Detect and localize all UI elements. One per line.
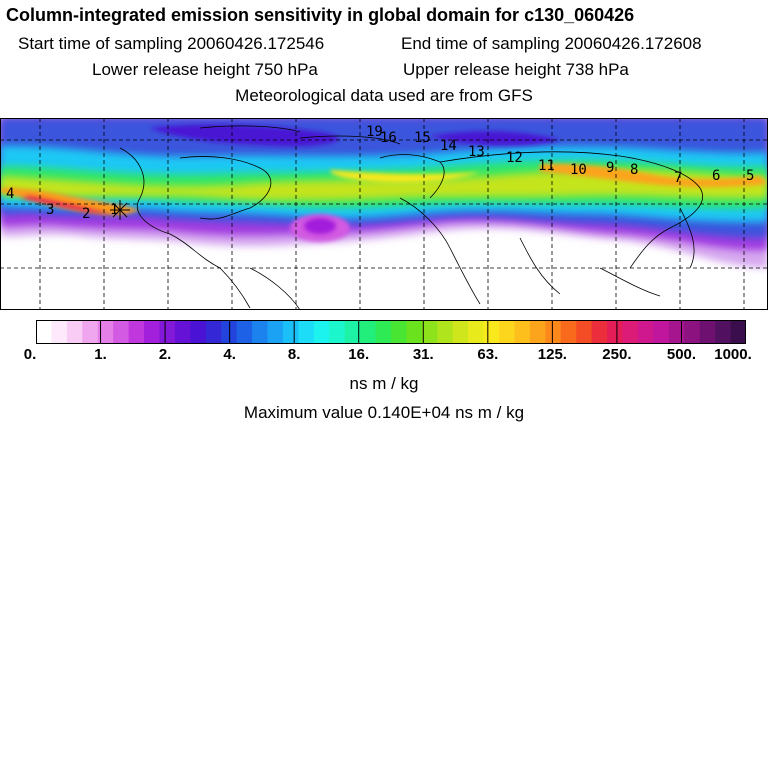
colorbar-swatch (545, 320, 562, 344)
release-lower: Lower release height 750 hPa (92, 60, 318, 79)
coastlines (119, 125, 703, 310)
colorbar-swatch (236, 320, 253, 344)
colorbar-tick-label: 0. (23, 346, 37, 363)
colorbar-tick-label: 63. (477, 346, 499, 363)
colorbar-swatch (699, 320, 716, 344)
release-point-marker (110, 200, 130, 220)
colorbar-swatch (144, 320, 160, 344)
trajectory-label: 8 (630, 162, 638, 178)
colorbar-swatch (452, 320, 469, 344)
sensitivity-map: 4 3 2 1 19 16 15 14 13 12 11 10 9 8 7 6 … (0, 118, 768, 310)
graticule (0, 118, 768, 310)
colorbar-swatch (607, 320, 624, 344)
colorbar-tick-label: 8. (287, 346, 301, 363)
colorbar-swatch (514, 320, 531, 344)
colorbar-swatch (437, 320, 454, 344)
colorbar-swatch (468, 320, 485, 344)
trajectory-label: 16 (380, 130, 397, 146)
colorbar-tick-label: 2. (158, 346, 172, 363)
colorbar-tick-label: 4. (223, 346, 236, 363)
sampling-end: End time of sampling 20060426.172608 (401, 34, 702, 53)
colorbar-tick-label: 16. (348, 346, 370, 363)
colorbar-swatch (622, 320, 639, 344)
colorbar-swatch (499, 320, 515, 344)
colorbar-swatch (591, 320, 608, 344)
colorbar-swatch (267, 320, 284, 344)
trajectory-label: 3 (46, 202, 54, 218)
colorbar-swatch (668, 320, 685, 344)
colorbar-swatch (730, 320, 746, 344)
colorbar-swatch (252, 320, 269, 344)
colorbar-swatch (298, 320, 315, 344)
trajectory-label: 14 (440, 138, 457, 154)
colorbar-swatch (715, 320, 732, 344)
trajectory-label: 13 (468, 144, 485, 160)
colorbar-swatch (375, 320, 392, 344)
colorbar-swatch (36, 320, 52, 344)
release-upper: Upper release height 738 hPa (403, 60, 629, 79)
colorbar-tick-label: 1000. (714, 346, 752, 363)
colorbar-swatch (684, 320, 701, 344)
colorbar-swatch (344, 320, 361, 344)
colorbar-swatch (82, 320, 99, 344)
colorbar-swatch (159, 320, 176, 344)
colorbar-swatch (329, 320, 346, 344)
trajectory-label: 11 (538, 158, 555, 174)
map-title: Column-integrated emission sensitivity i… (6, 5, 635, 25)
colorbar-swatch (128, 320, 145, 344)
met-note: Meteorological data used are from GFS (235, 86, 533, 105)
colorbar-swatch (391, 320, 407, 344)
colorbar-frame (36, 320, 746, 344)
trajectory-label: 7 (674, 170, 682, 186)
colorbar-tick-label: 250. (602, 346, 632, 363)
colorbar-swatch (529, 320, 546, 344)
colorbar-swatch (637, 320, 654, 344)
trajectory-label: 10 (570, 162, 587, 178)
trajectory-label: 2 (82, 206, 90, 222)
colorbar-swatch (421, 320, 438, 344)
trajectory-label: 19 (366, 124, 383, 140)
colorbar-swatch (97, 320, 114, 344)
colorbar-swatch (406, 320, 423, 344)
colorbar-swatch (113, 320, 130, 344)
colorbar-tick-label: 31. (412, 346, 434, 363)
colorbar-swatch (360, 320, 377, 344)
colorbar-swatch (190, 320, 207, 344)
colorbar-swatch (313, 320, 330, 344)
colorbar-swatch (576, 320, 593, 344)
colorbar-tick-label: 500. (666, 346, 697, 363)
trajectory-label: 15 (414, 130, 431, 146)
colorbar-swatch (51, 320, 68, 344)
colorbar-swatch (653, 320, 670, 344)
colorbar (36, 320, 746, 344)
colorbar-unit: ns m / kg (349, 374, 419, 393)
colorbar-swatch (205, 320, 222, 344)
maximum-value: Maximum value 0.140E+04 ns m / kg (243, 403, 525, 422)
colorbar-swatch (66, 320, 83, 344)
colorbar-swatch (282, 320, 299, 344)
sensitivity-field (0, 118, 768, 268)
trajectory-label: 4 (6, 186, 14, 202)
colorbar-swatch (174, 320, 191, 344)
trajectory-label: 12 (506, 150, 523, 166)
colorbar-tick-label: 1. (94, 346, 107, 363)
colorbar-tick-label: 125. (537, 346, 567, 363)
trajectory-label: 9 (606, 160, 614, 176)
trajectory-label: 6 (712, 168, 720, 184)
trajectory-label: 5 (746, 168, 754, 184)
colorbar-swatch (483, 320, 500, 344)
colorbar-swatch (560, 320, 577, 344)
sampling-start: Start time of sampling 20060426.172546 (18, 34, 325, 53)
